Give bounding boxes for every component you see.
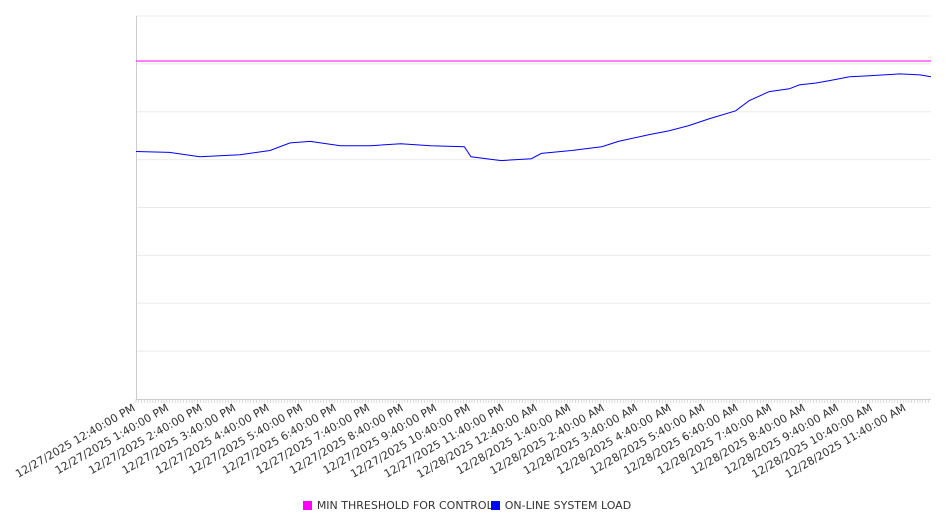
legend-label-threshold: MIN THRESHOLD FOR CONTROL — [316, 499, 493, 512]
legend: MIN THRESHOLD FOR CONTROL ON-LINE SYSTEM… — [0, 499, 946, 512]
legend-swatch-threshold — [302, 501, 312, 510]
legend-item-load[interactable]: ON-LINE SYSTEM LOAD — [490, 499, 632, 512]
series-line-load — [135, 73, 932, 162]
legend-label-load: ON-LINE SYSTEM LOAD — [504, 499, 632, 512]
legend-item-threshold[interactable]: MIN THRESHOLD FOR CONTROL — [302, 499, 493, 512]
legend-swatch-load — [490, 501, 500, 510]
